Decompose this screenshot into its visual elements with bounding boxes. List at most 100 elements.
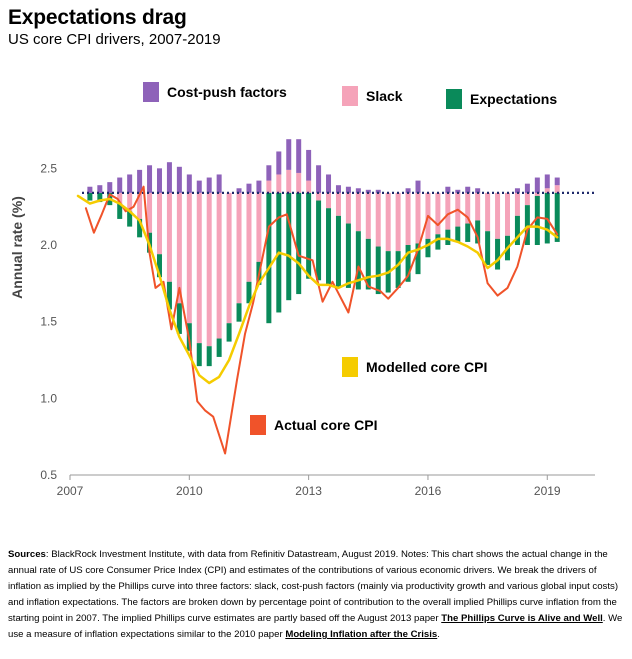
y-tick-label: 2.0	[40, 238, 57, 252]
slack-bar	[495, 192, 501, 239]
expectations-bar	[534, 195, 540, 245]
slack-bar	[186, 192, 192, 324]
expectations-bar	[514, 215, 520, 245]
cost-push-bar	[276, 151, 282, 175]
actual-core-cpi-line	[84, 185, 559, 455]
expectations-bar	[216, 338, 222, 357]
expectations-bar	[465, 223, 471, 242]
expectations-bar	[405, 245, 411, 282]
cost-push-bar	[326, 174, 332, 193]
sources-note: Sources: BlackRock Investment Institute,…	[8, 547, 626, 643]
cost-push-bar	[216, 174, 222, 193]
slack-bar	[246, 192, 252, 282]
cost-push-bar	[475, 188, 481, 193]
slack-bar	[475, 192, 481, 221]
slack-bar	[117, 192, 123, 204]
cost-push-bar	[514, 188, 520, 193]
cost-push-bar	[306, 149, 312, 181]
chart-subtitle: US core CPI drivers, 2007-2019	[8, 31, 221, 48]
slack-bar	[405, 192, 411, 245]
cost-push-bar	[544, 174, 550, 189]
cost-push-bar	[127, 174, 133, 193]
expectations-bar	[395, 251, 401, 288]
expectations-bar	[524, 205, 530, 245]
expectations-bar	[355, 231, 361, 290]
cost-push-bar	[107, 182, 113, 193]
expectations-bar	[196, 343, 202, 367]
slack-bar	[534, 192, 540, 196]
slack-bar	[166, 192, 172, 282]
slack-bar	[147, 192, 153, 233]
expectations-bar	[554, 192, 560, 242]
cost-push-bar	[196, 180, 202, 193]
expectations-bar	[485, 231, 491, 265]
slack-bar	[196, 192, 202, 344]
expectations-bar	[495, 238, 501, 270]
slack-bar	[206, 192, 212, 347]
x-tick-label: 2013	[295, 484, 322, 498]
expectations-bar	[206, 346, 212, 367]
slack-bar	[505, 192, 510, 236]
cost-push-bar	[345, 186, 351, 193]
legend-modelled-core-cpi-swatch	[342, 357, 358, 377]
expectations-bar	[425, 238, 431, 258]
cpi-lines	[76, 185, 595, 455]
slack-bar	[127, 192, 133, 212]
y-tick-label: 1.0	[40, 391, 57, 405]
slack-bar	[375, 192, 381, 247]
slack-bar	[345, 192, 351, 224]
expectations-bar	[156, 254, 162, 278]
expectations-bar	[335, 215, 341, 288]
expectations-bar	[137, 218, 143, 238]
expectations-bar	[475, 220, 481, 244]
legend: Cost-push factors Slack Expectations Modell…	[143, 82, 557, 435]
modeling-inflation-paper-link[interactable]: Modeling Inflation after the Crisis	[285, 629, 438, 640]
slack-bar	[326, 192, 332, 209]
cost-push-bar	[147, 165, 153, 193]
legend-slack-swatch	[342, 86, 358, 106]
cost-push-bar	[365, 189, 371, 193]
expectations-bar	[316, 200, 322, 281]
x-tick-label: 2016	[415, 484, 442, 498]
cost-push-bar	[296, 139, 302, 173]
slack-bar	[226, 192, 232, 324]
slack-bar	[355, 192, 361, 232]
slack-bar	[266, 180, 272, 193]
expectations-bar	[345, 223, 351, 288]
legend-expectations-swatch	[446, 89, 462, 109]
expectations-bar	[365, 238, 371, 290]
cost-push-bar	[534, 177, 540, 193]
expectations-bar	[445, 229, 451, 245]
slack-bar	[316, 192, 322, 201]
x-tick-label: 2019	[534, 484, 561, 498]
phillips-curve-paper-link[interactable]: The Phillips Curve is Alive and Well	[441, 613, 603, 624]
cost-push-bar	[455, 189, 461, 193]
sources-text-2: . We use a measure of inflation expectat…	[8, 613, 623, 640]
slack-bar	[514, 192, 520, 216]
cost-push-bar	[405, 188, 411, 193]
slack-bar	[395, 192, 401, 252]
cost-push-bar	[97, 185, 103, 193]
y-tick-label: 0.5	[40, 468, 57, 482]
slack-bar	[156, 192, 162, 255]
expectations-bar	[306, 192, 312, 279]
cost-push-bar	[87, 186, 93, 193]
expectations-bar	[286, 192, 292, 301]
y-axis-label: Annual rate (%)	[9, 196, 25, 299]
cost-push-bar	[246, 183, 252, 193]
slack-bar	[365, 192, 371, 239]
cost-push-bar	[445, 186, 451, 193]
slack-bar	[306, 180, 312, 193]
slack-bar	[276, 174, 282, 193]
slack-bar	[435, 192, 441, 235]
expectations-bar	[326, 208, 332, 285]
expectations-bar	[375, 246, 381, 295]
cost-push-bar	[286, 139, 292, 170]
legend-modelled-core-cpi-label: Modelled core CPI	[366, 359, 487, 375]
expectations-bar	[226, 323, 232, 342]
expectations-bar	[117, 203, 123, 219]
slack-bar	[385, 192, 391, 252]
cost-push-bar	[236, 188, 242, 193]
stacked-bars	[87, 139, 560, 367]
slack-bar	[137, 192, 143, 219]
